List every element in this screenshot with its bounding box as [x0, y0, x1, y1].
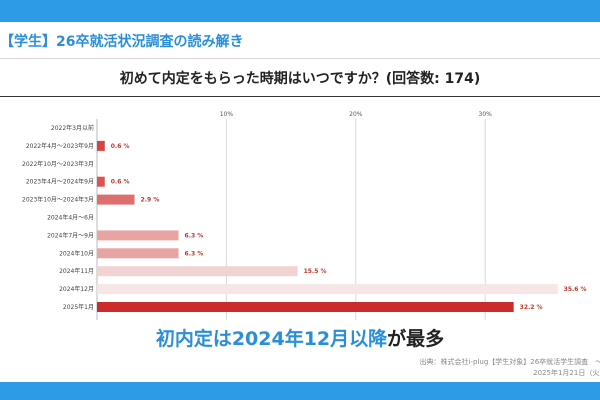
category-label: 2024年4月～6月	[47, 214, 94, 222]
category-label: 2022年3月以前	[51, 124, 94, 132]
bottom-accent-bar	[0, 382, 600, 400]
category-label: 2024年11月	[59, 267, 94, 275]
chart-title-divider	[0, 96, 600, 97]
slide-header-title: 【学生】26卒就活状況調査の読み解き	[0, 34, 244, 50]
header-divider	[0, 58, 600, 59]
bar	[97, 284, 558, 295]
bar	[97, 176, 105, 187]
top-accent-bar	[0, 0, 600, 22]
bar	[97, 140, 105, 151]
category-label: 2024年7月～9月	[47, 231, 94, 239]
data-label: 35.6 %	[564, 286, 587, 293]
data-label: 0.6 %	[111, 179, 130, 186]
chart-title: 初めて内定をもらった時期はいつですか？(回答数: 174)	[119, 71, 481, 87]
data-label: 6.3 %	[185, 232, 204, 239]
data-label: 6.3 %	[185, 250, 204, 257]
data-label: 2.9 %	[141, 197, 160, 204]
x-tick-label: 10%	[220, 111, 234, 118]
category-label: 2025年1月	[63, 303, 94, 311]
bar	[97, 230, 179, 241]
source-line-1: 出典：株式会社i-plug【学生対象】26卒就活学生調査 ～2025	[419, 358, 600, 366]
data-label: 32.2 %	[520, 304, 543, 311]
conclusion-suffix: が最多	[387, 328, 445, 350]
x-tick-label: 20%	[349, 111, 363, 118]
category-label: 2022年10月～2023年3月	[22, 160, 94, 168]
source-line-2: 2025年1月21日（火）～ 1	[533, 369, 600, 377]
category-label: 2023年10月～2024年3月	[22, 196, 94, 204]
data-label: 0.6 %	[111, 143, 130, 150]
category-label: 2022年4月～2023年9月	[26, 142, 94, 150]
bar	[97, 248, 179, 259]
bar-chart: 10% 20% 30% 2022年3月以前 2022年4月～2023年9月 0.6 % 20…	[22, 111, 587, 320]
category-label: 2024年10月	[59, 249, 94, 257]
conclusion-highlight: 初内定は2024年12月以降	[155, 328, 388, 350]
conclusion-text: 初内定は2024年12月以降が最多	[0, 324, 600, 351]
category-label: 2023年4月～2024年9月	[26, 178, 94, 186]
bar	[97, 194, 135, 205]
x-tick-label: 30%	[479, 111, 493, 118]
bar	[97, 266, 298, 277]
source-note: 出典：株式会社i-plug【学生対象】26卒就活学生調査 ～2025 2025年…	[420, 357, 600, 379]
data-label: 15.5 %	[304, 268, 327, 275]
category-label: 2024年12月	[59, 285, 94, 293]
bar	[97, 302, 514, 312]
